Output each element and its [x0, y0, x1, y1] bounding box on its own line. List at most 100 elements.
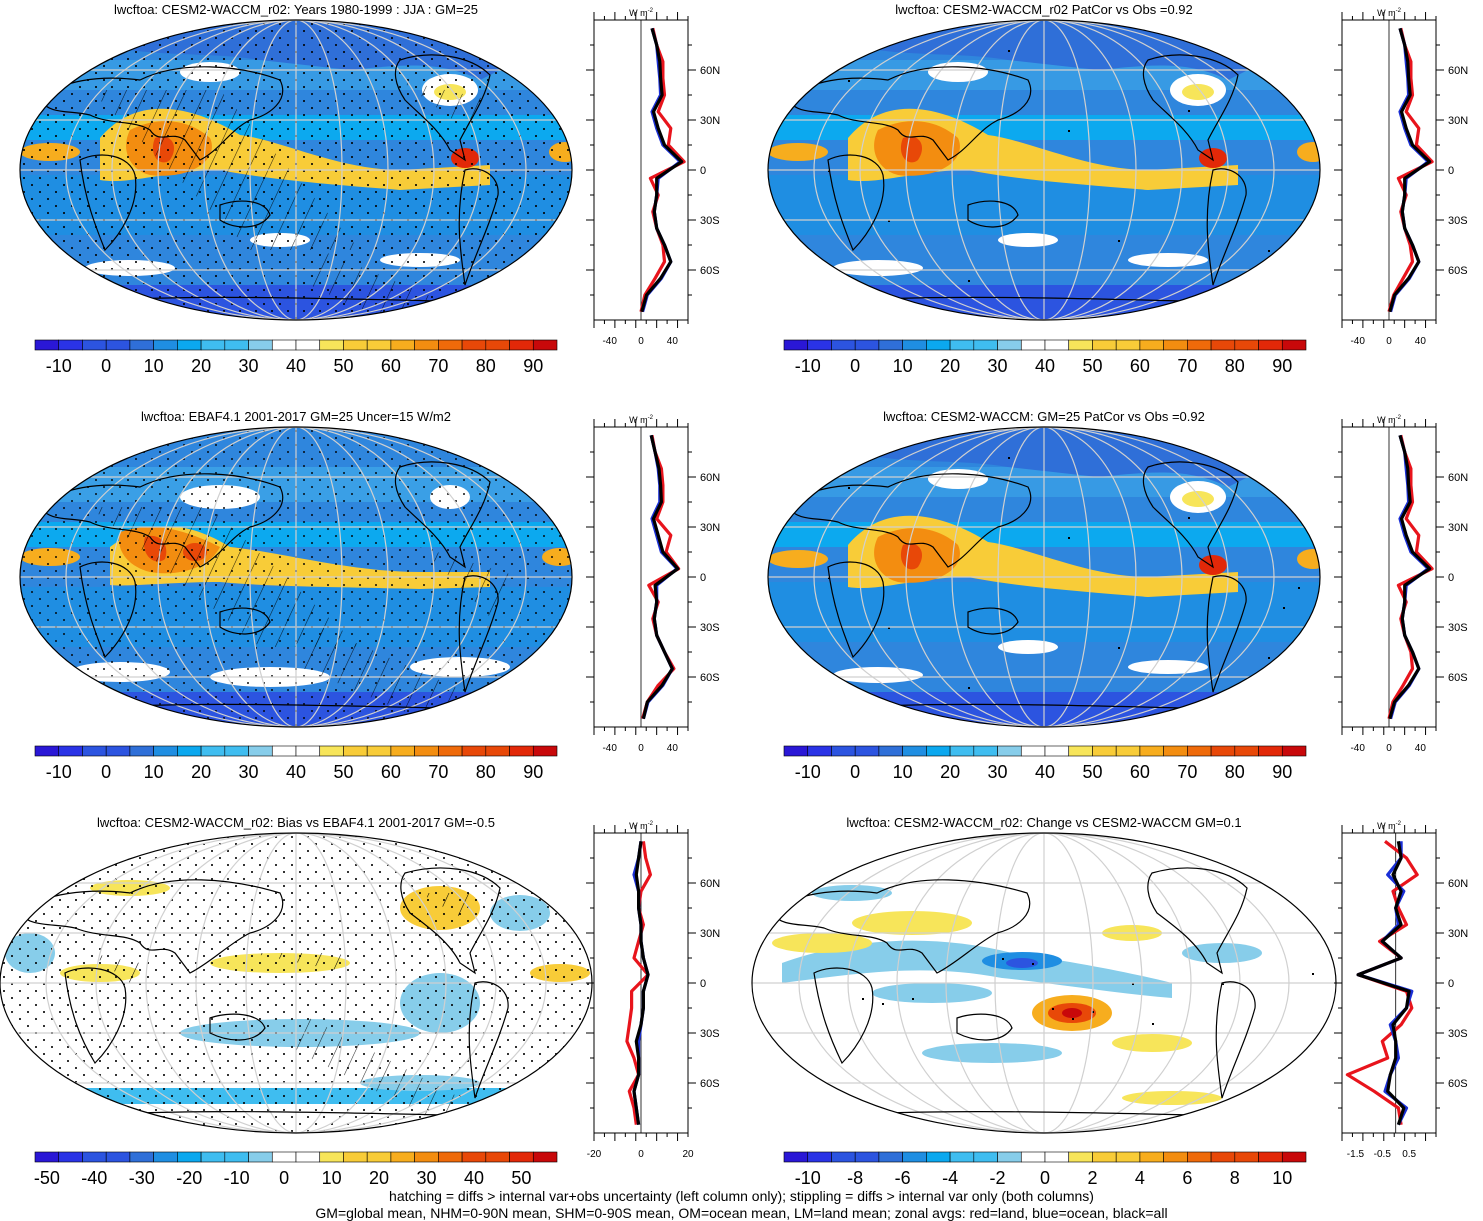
colorbar-box — [438, 745, 463, 757]
colorbar-box — [926, 1151, 951, 1163]
colorbar-box — [1187, 1151, 1212, 1163]
colorbar-box — [34, 339, 60, 351]
colorbar-label: 60 — [1130, 356, 1150, 376]
zonal-plot: W m-2 -40 0 40 60N 30N 0 30S 60S — [586, 415, 720, 754]
colorbar-label: 90 — [1272, 356, 1292, 376]
colorbar-box — [1092, 339, 1117, 351]
world-map — [767, 426, 1321, 728]
zonal-series-land — [1387, 434, 1434, 720]
world-map — [19, 19, 573, 321]
colorbar-box — [532, 745, 558, 757]
colorbar-box — [366, 745, 392, 757]
colorbar-label: 30 — [239, 762, 259, 782]
colorbar-box — [949, 745, 975, 757]
colorbar-label: 80 — [1225, 762, 1245, 782]
colorbar-label: 8 — [1230, 1168, 1240, 1188]
colorbar-label: 70 — [1177, 356, 1197, 376]
colorbar-label: 20 — [369, 1168, 389, 1188]
colorbar-label: -6 — [895, 1168, 911, 1188]
colorbar-box — [509, 339, 534, 351]
colorbar-box — [926, 339, 951, 351]
colorbar-box — [1163, 339, 1188, 351]
colorbar-box — [200, 339, 226, 351]
panel-change: lwcftoa: CESM2-WACCM_r02: Change vs CESM… — [751, 815, 1468, 1188]
zonal-ytick-label: 30S — [700, 622, 720, 634]
colorbar-box — [902, 745, 927, 757]
colorbar-box — [271, 339, 297, 351]
zonal-xtick-label: 0 — [1386, 743, 1392, 754]
colorbar-box — [1115, 745, 1141, 757]
colorbar-box — [129, 339, 154, 351]
colorbar-box — [366, 339, 392, 351]
colorbar-box — [1258, 1151, 1283, 1163]
colorbar-box — [1092, 745, 1117, 757]
zonal-xtick-label: 0 — [1386, 336, 1392, 347]
colorbar-box — [973, 339, 998, 351]
colorbar-box — [1234, 339, 1259, 351]
colorbar-label: 40 — [464, 1168, 484, 1188]
panel-title: lwcftoa: CESM2-WACCM_r02: Years 1980-199… — [114, 2, 478, 17]
zonal-unit-label: W m-2 — [1377, 8, 1401, 18]
zonal-xtick-label: -40 — [602, 743, 617, 754]
colorbar-box — [366, 1151, 392, 1163]
zonal-ytick-label: 30S — [700, 215, 720, 227]
colorbar-box — [831, 745, 856, 757]
zonal-ytick-label: 30N — [700, 115, 720, 127]
colorbar-label: 20 — [191, 762, 211, 782]
colorbar-box — [973, 745, 998, 757]
colorbar-box — [1020, 339, 1046, 351]
colorbar-box — [509, 745, 534, 757]
zonal-series-all — [640, 27, 684, 313]
colorbar-box — [807, 339, 832, 351]
colorbar-label: 80 — [476, 762, 496, 782]
colorbar-label: -30 — [129, 1168, 155, 1188]
colorbar-label: 20 — [940, 762, 960, 782]
colorbar-box — [1258, 745, 1283, 757]
world-map — [767, 19, 1321, 321]
colorbar-box — [200, 745, 226, 757]
colorbar-box — [1258, 339, 1283, 351]
colorbar: -10 0 10 20 30 40 50 60 70 80 90 — [783, 745, 1307, 782]
colorbar-box — [319, 1151, 344, 1163]
colorbar-box — [854, 1151, 880, 1163]
colorbar-label: -40 — [81, 1168, 107, 1188]
footer-note-hatching: hatching = diffs > internal var+obs unce… — [389, 1188, 1094, 1204]
zonal-series-all — [1388, 27, 1432, 313]
colorbar-box — [271, 1151, 297, 1163]
colorbar-box — [1092, 1151, 1117, 1163]
colorbar-box — [295, 745, 321, 757]
zonal-unit-label: W m-2 — [629, 415, 653, 425]
colorbar-label: 90 — [1272, 762, 1292, 782]
colorbar-box — [532, 1151, 558, 1163]
zonal-ytick-label: 60N — [700, 65, 720, 77]
colorbar-box — [485, 1151, 510, 1163]
colorbar-label: 20 — [940, 356, 960, 376]
zonal-unit-label: W m-2 — [1377, 415, 1401, 425]
colorbar-box — [129, 745, 154, 757]
panel-title: lwcftoa: CESM2-WACCM_r02: Change vs CESM… — [846, 815, 1241, 830]
zonal-ytick-label: 30N — [700, 522, 720, 534]
colorbar-box — [532, 339, 558, 351]
colorbar-box — [997, 745, 1022, 757]
colorbar-label: 50 — [1082, 356, 1102, 376]
colorbar-box — [224, 339, 249, 351]
colorbar-box — [82, 1151, 107, 1163]
zonal-ytick-label: 60N — [1448, 878, 1468, 890]
zonal-ytick-label: 60S — [700, 265, 720, 277]
zonal-series-all — [1356, 841, 1411, 1126]
zonal-ytick-label: 0 — [700, 978, 706, 990]
colorbar-label: -10 — [224, 1168, 250, 1188]
colorbar-label: 10 — [144, 762, 164, 782]
colorbar-box — [177, 339, 202, 351]
zonal-xtick-label: 0 — [638, 336, 644, 347]
zonal-plot: W m-2 -1.5 -0.5 0.5 60N 30N 0 30S 60S — [1334, 821, 1468, 1160]
colorbar-box — [390, 339, 415, 351]
panel-model-ref: lwcftoa: CESM2-WACCM: GM=25 PatCor vs Ob… — [767, 409, 1468, 782]
zonal-xtick-label: -0.5 — [1374, 1149, 1392, 1160]
zonal-ytick-label: 30S — [700, 1028, 720, 1040]
colorbar-label: 50 — [1082, 762, 1102, 782]
footer-note-legend: GM=global mean, NHM=0-90N mean, SHM=0-90… — [315, 1205, 1168, 1221]
colorbar-label: 90 — [523, 356, 543, 376]
zonal-plot: W m-2 -40 0 40 60N 30N 0 30S 60S — [586, 8, 720, 347]
colorbar-label: 70 — [1177, 762, 1197, 782]
